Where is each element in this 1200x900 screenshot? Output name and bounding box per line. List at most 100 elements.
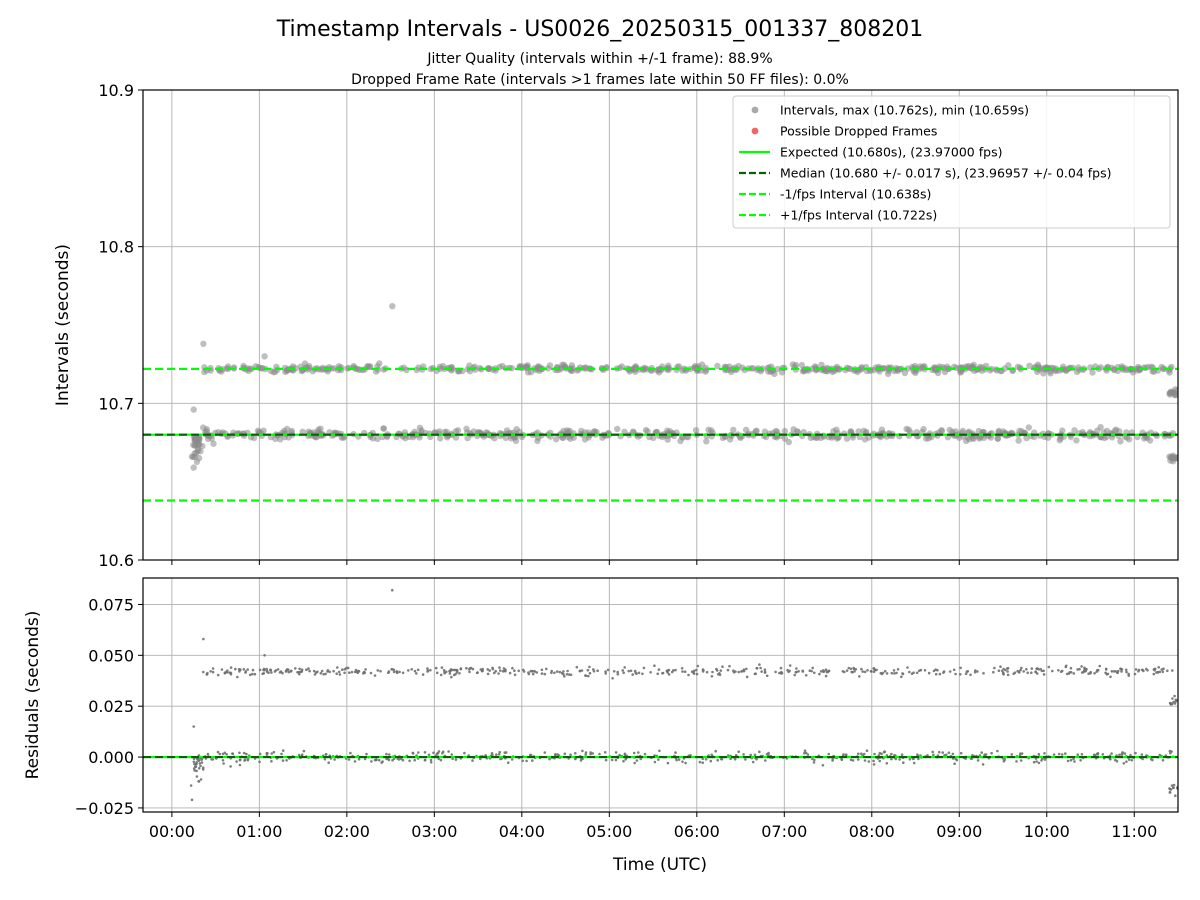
data-point (945, 753, 948, 757)
data-point (410, 668, 414, 671)
data-point (1032, 760, 1036, 764)
x-tick-label: 07:00 (761, 822, 807, 841)
data-point (622, 759, 625, 763)
data-point (415, 672, 418, 675)
data-point (906, 666, 909, 669)
data-point (923, 669, 927, 672)
data-point (610, 758, 614, 762)
data-point (225, 753, 228, 756)
data-point (1072, 672, 1076, 675)
data-point (634, 671, 637, 675)
data-point (1141, 435, 1148, 442)
data-point (503, 669, 506, 673)
data-point (587, 674, 590, 678)
data-point (202, 670, 205, 674)
data-point (238, 763, 242, 767)
data-point (429, 668, 432, 672)
data-point (1095, 670, 1099, 673)
data-point (623, 666, 626, 669)
data-point (813, 671, 816, 675)
data-point (379, 669, 382, 673)
x-tick-label: 05:00 (586, 822, 632, 841)
data-point (322, 673, 325, 676)
residuals-y-ticks: −0.025 0.000 0.025 0.050 0.075 (75, 595, 143, 818)
data-point (380, 425, 387, 432)
data-point (223, 365, 230, 372)
data-point (1120, 670, 1123, 673)
data-point (657, 758, 660, 761)
data-point (527, 672, 531, 676)
data-point (824, 674, 828, 678)
data-point (1067, 672, 1071, 675)
data-point (239, 758, 242, 762)
data-point (493, 671, 496, 675)
data-point (665, 362, 672, 369)
data-point (843, 670, 846, 674)
data-point (1096, 752, 1100, 755)
data-point (228, 671, 231, 674)
data-point (821, 669, 825, 672)
data-point (495, 753, 498, 756)
outlier-point (200, 340, 207, 347)
data-point (548, 757, 551, 761)
data-point (1109, 675, 1112, 679)
residuals-grid (143, 578, 1178, 812)
data-point (698, 760, 702, 764)
data-point (941, 368, 949, 376)
data-point (795, 667, 798, 670)
data-point (854, 668, 858, 671)
data-point (533, 670, 537, 673)
data-point (443, 671, 447, 675)
data-point (1051, 669, 1054, 673)
data-point (231, 752, 234, 755)
data-point (980, 751, 983, 754)
data-point (677, 437, 684, 445)
data-point (618, 753, 621, 757)
data-point (531, 672, 535, 676)
data-point (376, 360, 383, 367)
data-point (827, 669, 831, 673)
data-point (710, 675, 714, 678)
data-point (760, 670, 763, 673)
data-point (289, 670, 293, 673)
data-point (435, 671, 439, 675)
legend-marker (751, 106, 759, 114)
data-point (1003, 758, 1006, 762)
data-point (459, 667, 463, 671)
data-point (999, 665, 1002, 668)
outlier-point (1170, 455, 1177, 462)
data-point (581, 749, 584, 753)
data-point (730, 426, 737, 434)
data-point (793, 673, 796, 677)
data-point (284, 670, 288, 673)
data-point (521, 759, 524, 763)
data-point (236, 675, 239, 679)
data-point (199, 778, 203, 781)
data-point (803, 749, 807, 752)
data-point (480, 669, 484, 673)
data-point (1071, 427, 1078, 434)
data-point (629, 669, 633, 673)
data-point (812, 761, 816, 764)
data-point (305, 668, 308, 671)
data-point (402, 435, 409, 442)
data-point (463, 751, 466, 755)
data-point (508, 671, 512, 675)
data-point (801, 670, 805, 673)
data-point (1073, 437, 1080, 444)
data-point (427, 753, 431, 757)
data-point (843, 435, 851, 442)
data-point (621, 428, 628, 435)
residuals-y-axis-label: Residuals (seconds) (23, 611, 43, 780)
data-point (1078, 667, 1081, 671)
data-point (623, 753, 627, 757)
data-point (1173, 694, 1176, 698)
data-point (426, 670, 429, 673)
data-point (499, 669, 502, 672)
data-point (308, 669, 311, 673)
legend-label: Expected (10.680s), (23.97000 fps) (780, 145, 1002, 160)
data-point (363, 757, 367, 761)
data-point (759, 666, 762, 670)
data-point (633, 761, 636, 765)
